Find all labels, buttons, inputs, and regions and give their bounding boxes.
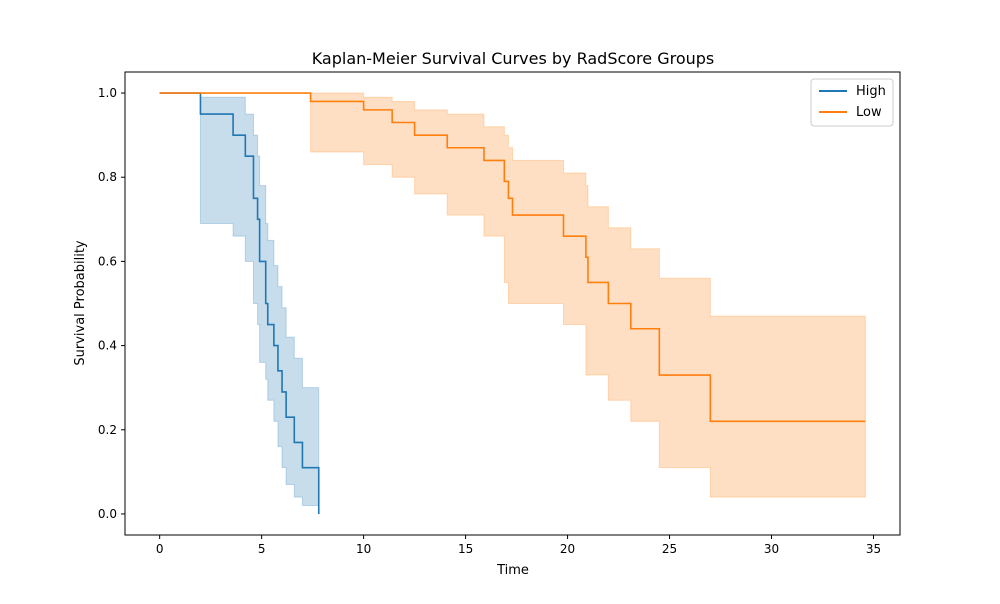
x-axis-ticks: 0 5 10 15 20 25 30 35 (156, 535, 881, 556)
y-tick-label: 0.4 (98, 339, 117, 353)
survival-lines (159, 92, 866, 514)
y-tick-label: 0.6 (98, 254, 117, 268)
x-tick-label: 0 (156, 542, 164, 556)
y-tick-label: 0.8 (98, 170, 117, 184)
plot-frame (124, 71, 901, 536)
legend-label-low: Low (856, 105, 882, 120)
x-tick-label: 5 (258, 542, 266, 556)
y-axis-label: Survival Probability (73, 240, 88, 366)
legend-label-high: High (856, 84, 886, 99)
legend: High Low (810, 78, 894, 127)
x-tick-label: 10 (356, 542, 371, 556)
survival-line-low (159, 92, 866, 423)
y-tick-label: 0.0 (98, 507, 117, 521)
chart-title: Kaplan-Meier Survival Curves by RadScore… (312, 49, 715, 68)
x-tick-label: 35 (866, 542, 881, 556)
y-tick-label: 1.0 (98, 86, 117, 100)
y-tick-label: 0.2 (98, 423, 117, 437)
ci-band-low (159, 92, 866, 498)
y-axis-ticks: 0.0 0.2 0.4 0.6 0.8 1.0 (98, 86, 125, 521)
x-tick-label: 30 (764, 542, 779, 556)
x-axis-label: Time (496, 563, 529, 578)
x-tick-label: 20 (560, 542, 575, 556)
x-tick-label: 25 (662, 542, 677, 556)
x-tick-label: 15 (458, 542, 473, 556)
survival-line-high (159, 92, 320, 514)
